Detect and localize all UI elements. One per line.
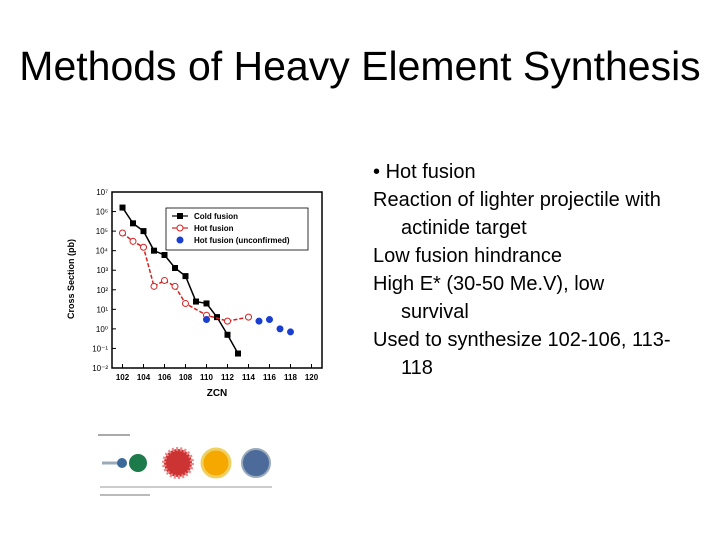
legend-marker bbox=[176, 224, 184, 232]
legend-label: Hot fusion bbox=[194, 224, 234, 233]
chart: Cross Section (pb) ZCN 10⁻² 10⁻¹ 10⁰ 10¹ 10²… bbox=[66, 188, 323, 399]
legend bbox=[165, 207, 309, 251]
line: Low fusion hindrance bbox=[373, 245, 563, 267]
y-tick-label: 10⁵ bbox=[96, 227, 108, 236]
x-tick-label: 104 bbox=[137, 373, 151, 382]
legend-label: Cold fusion bbox=[194, 212, 238, 221]
data-point bbox=[224, 331, 231, 338]
data-point bbox=[140, 228, 147, 235]
x-tick-label: 102 bbox=[116, 373, 130, 382]
data-point bbox=[119, 229, 126, 237]
data-point bbox=[214, 314, 220, 321]
compound-nucleus bbox=[162, 447, 194, 479]
data-point bbox=[193, 298, 199, 305]
data-point bbox=[245, 313, 252, 321]
x-tick-label: 120 bbox=[305, 373, 319, 382]
plot-frame bbox=[111, 191, 323, 369]
line: Used to synthesize 102-106, 113-118 bbox=[373, 329, 671, 379]
series-line bbox=[122, 232, 249, 322]
x-tick-label: 112 bbox=[221, 373, 234, 382]
legend-marker bbox=[176, 236, 184, 244]
bullet-line: • Hot fusion bbox=[373, 161, 476, 183]
excited-nucleus bbox=[200, 447, 232, 479]
legend-marker bbox=[177, 213, 183, 219]
y-tick-label: 10⁷ bbox=[96, 188, 108, 197]
legend-label: Hot fusion (unconfirmed) bbox=[194, 236, 290, 245]
y-tick-label: 10⁻¹ bbox=[92, 344, 108, 353]
x-tick-label: 118 bbox=[284, 373, 297, 382]
target bbox=[129, 454, 147, 472]
data-point bbox=[119, 204, 126, 211]
y-axis-label: Cross Section (pb) bbox=[66, 239, 76, 319]
y-tick-label: 10⁻² bbox=[92, 364, 108, 373]
evaporation-residue bbox=[241, 448, 271, 478]
y-tick-label: 10⁶ bbox=[96, 208, 108, 217]
y-tick-label: 10⁰ bbox=[96, 325, 108, 334]
data-point bbox=[129, 237, 137, 245]
y-tick-label: 10¹ bbox=[96, 305, 108, 314]
data-point bbox=[150, 282, 158, 290]
x-axis-label: ZCN bbox=[207, 388, 228, 399]
data-point bbox=[182, 273, 189, 280]
projectile bbox=[117, 458, 127, 468]
data-point bbox=[182, 299, 189, 307]
data-point bbox=[276, 325, 284, 333]
slide-title: Methods of Heavy Element Synthesis bbox=[19, 43, 701, 89]
x-tick-label: 116 bbox=[263, 373, 276, 382]
y-tick-label: 10⁴ bbox=[96, 247, 109, 256]
data-point bbox=[235, 350, 241, 357]
y-tick-label: 10² bbox=[96, 286, 108, 295]
x-tick-label: 106 bbox=[158, 373, 172, 382]
data-point bbox=[151, 247, 157, 254]
data-point bbox=[171, 282, 179, 290]
data-point bbox=[203, 316, 210, 324]
data-point bbox=[140, 243, 147, 251]
data-point bbox=[172, 264, 178, 271]
x-tick-label: 110 bbox=[200, 373, 213, 382]
x-tick-label: 114 bbox=[242, 373, 255, 382]
text-block: • Hot fusion Reaction of lighter project… bbox=[373, 158, 673, 382]
data-point bbox=[161, 252, 168, 259]
data-point bbox=[266, 316, 273, 324]
data-point bbox=[130, 220, 136, 227]
data-point bbox=[161, 276, 168, 284]
data-point bbox=[287, 328, 294, 336]
line: High E* (30-50 Me.V), low survival bbox=[373, 273, 605, 323]
line: Reaction of lighter projectile with acti… bbox=[373, 189, 661, 239]
y-tick-label: 10³ bbox=[96, 266, 108, 275]
bullet: Hot fusion bbox=[385, 161, 476, 183]
data-point bbox=[224, 317, 231, 325]
data-point bbox=[255, 317, 263, 325]
x-tick-label: 108 bbox=[179, 373, 193, 382]
data-point bbox=[203, 300, 210, 307]
illustration bbox=[95, 425, 275, 513]
